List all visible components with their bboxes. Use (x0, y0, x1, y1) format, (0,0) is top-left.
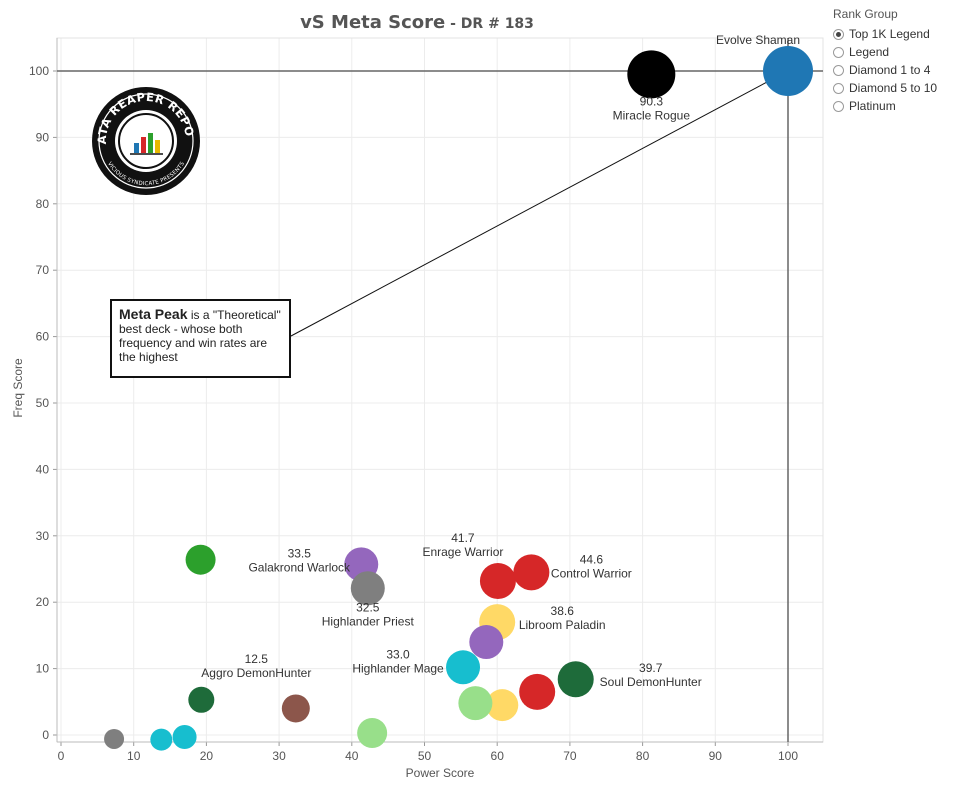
rank-group-option[interactable]: Top 1K Legend (833, 25, 937, 43)
y-tick-label: 80 (36, 197, 50, 211)
radio-icon[interactable] (833, 46, 844, 58)
data-point[interactable] (763, 46, 813, 96)
data-point[interactable] (172, 724, 197, 749)
point-deck-label: Galakrond Warlock (248, 560, 351, 574)
chart-title-main: vS Meta Score (300, 12, 445, 33)
meta-peak-callout: Meta Peak is a "Theoretical" best deck -… (110, 299, 291, 378)
x-tick-label: 80 (636, 749, 650, 763)
point-deck-label: Aggro DemonHunter (201, 666, 311, 680)
rank-group-options: Top 1K Legend Legend Diamond 1 to 4 Diamond… (833, 25, 937, 115)
rank-group-option-label: Platinum (849, 99, 896, 113)
x-tick-label: 10 (127, 749, 141, 763)
y-tick-label: 90 (36, 130, 50, 144)
data-point[interactable] (188, 686, 215, 713)
point-deck-label: Libroom Paladin (519, 618, 606, 632)
data-points (104, 46, 813, 751)
data-point[interactable] (458, 686, 493, 721)
point-deck-label: Soul DemonHunter (600, 675, 702, 689)
radio-icon[interactable] (833, 82, 844, 94)
point-deck-label: Miracle Rogue (613, 108, 691, 122)
point-score-label: 44.6 (580, 552, 604, 566)
data-point[interactable] (519, 673, 556, 710)
y-tick-label: 10 (36, 662, 50, 676)
rank-group-filter: Rank Group Top 1K Legend Legend Diamond 1 … (833, 7, 937, 115)
rank-group-option-label: Diamond 5 to 10 (849, 81, 938, 95)
x-tick-label: 30 (272, 749, 286, 763)
data-point[interactable] (185, 544, 216, 575)
callout-bold: Meta Peak (119, 306, 188, 322)
data-point[interactable] (469, 625, 504, 660)
data-point[interactable] (486, 689, 519, 722)
y-axis-title: Freq Score (11, 358, 25, 418)
callout-text: is a "Theoretical" best deck - whose bot… (119, 308, 281, 364)
data-point[interactable] (150, 728, 173, 751)
reference-lines (57, 38, 823, 742)
rank-group-title: Rank Group (833, 7, 898, 21)
point-score-label: 33.5 (288, 546, 312, 560)
data-point[interactable] (104, 728, 125, 749)
data-point[interactable] (557, 661, 594, 698)
data-point[interactable] (281, 694, 310, 723)
x-tick-label: 60 (491, 749, 505, 763)
y-tick-label: 0 (42, 728, 49, 742)
chart-title-sub: - DR # 183 (445, 16, 534, 32)
data-point[interactable] (350, 571, 385, 606)
y-tick-label: 20 (36, 595, 50, 609)
y-tick-label: 40 (36, 462, 50, 476)
y-tick-label: 30 (36, 529, 50, 543)
point-deck-label: Control Warrior (551, 566, 632, 580)
chart-title: vS Meta Score - DR # 183 (300, 12, 534, 33)
data-point[interactable] (513, 554, 550, 591)
point-score-label: 33.0 (386, 647, 410, 661)
data-point[interactable] (357, 718, 388, 749)
data-reaper-logo: DATA REAPER REPORT VICIOUS SYNDICATE PRE… (92, 87, 200, 195)
rank-group-option-label: Diamond 1 to 4 (849, 63, 931, 77)
x-tick-label: 20 (200, 749, 214, 763)
data-point[interactable] (479, 562, 516, 599)
rank-group-option[interactable]: Platinum (833, 97, 937, 115)
x-tick-label: 0 (58, 749, 65, 763)
point-score-label: 41.7 (451, 531, 475, 545)
rank-group-option-label: Legend (849, 45, 890, 59)
x-tick-label: 40 (345, 749, 359, 763)
rank-group-option[interactable]: Diamond 1 to 4 (833, 61, 937, 79)
radio-icon[interactable] (833, 64, 844, 76)
rank-group-option[interactable]: Legend (833, 43, 937, 61)
point-score-label: 12.5 (245, 652, 269, 666)
y-tick-label: 70 (36, 263, 50, 277)
meta-peak-arrow (290, 72, 785, 337)
point-deck-label: Enrage Warrior (422, 545, 503, 559)
point-score-label: 32.5 (356, 600, 380, 614)
x-axis-title: Power Score (406, 766, 475, 780)
point-deck-label: Highlander Priest (322, 614, 415, 628)
x-tick-label: 70 (563, 749, 577, 763)
arrow-line (290, 72, 785, 337)
x-tick-label: 100 (778, 749, 798, 763)
y-tick-label: 100 (29, 64, 49, 78)
radio-icon[interactable] (833, 100, 844, 112)
point-deck-label: Evolve Shaman (716, 33, 800, 47)
x-tick-label: 50 (418, 749, 432, 763)
point-score-label: 38.6 (551, 604, 575, 618)
point-deck-label: Highlander Mage (352, 661, 444, 675)
x-tick-label: 90 (709, 749, 723, 763)
point-score-label: 39.7 (639, 661, 663, 675)
y-tick-label: 50 (36, 396, 50, 410)
y-tick-label: 60 (36, 330, 50, 344)
point-score-label: 90.3 (640, 94, 664, 108)
rank-group-option-label: Top 1K Legend (849, 27, 930, 41)
rank-group-option[interactable]: Diamond 5 to 10 (833, 79, 937, 97)
axes: 0 10 20 30 40 50 60 70 80 90 100 0 10 20 30 40 50 60 70 80 9… (29, 38, 823, 763)
radio-icon[interactable] (833, 28, 844, 40)
data-point[interactable] (446, 650, 481, 685)
data-point[interactable] (627, 50, 676, 99)
